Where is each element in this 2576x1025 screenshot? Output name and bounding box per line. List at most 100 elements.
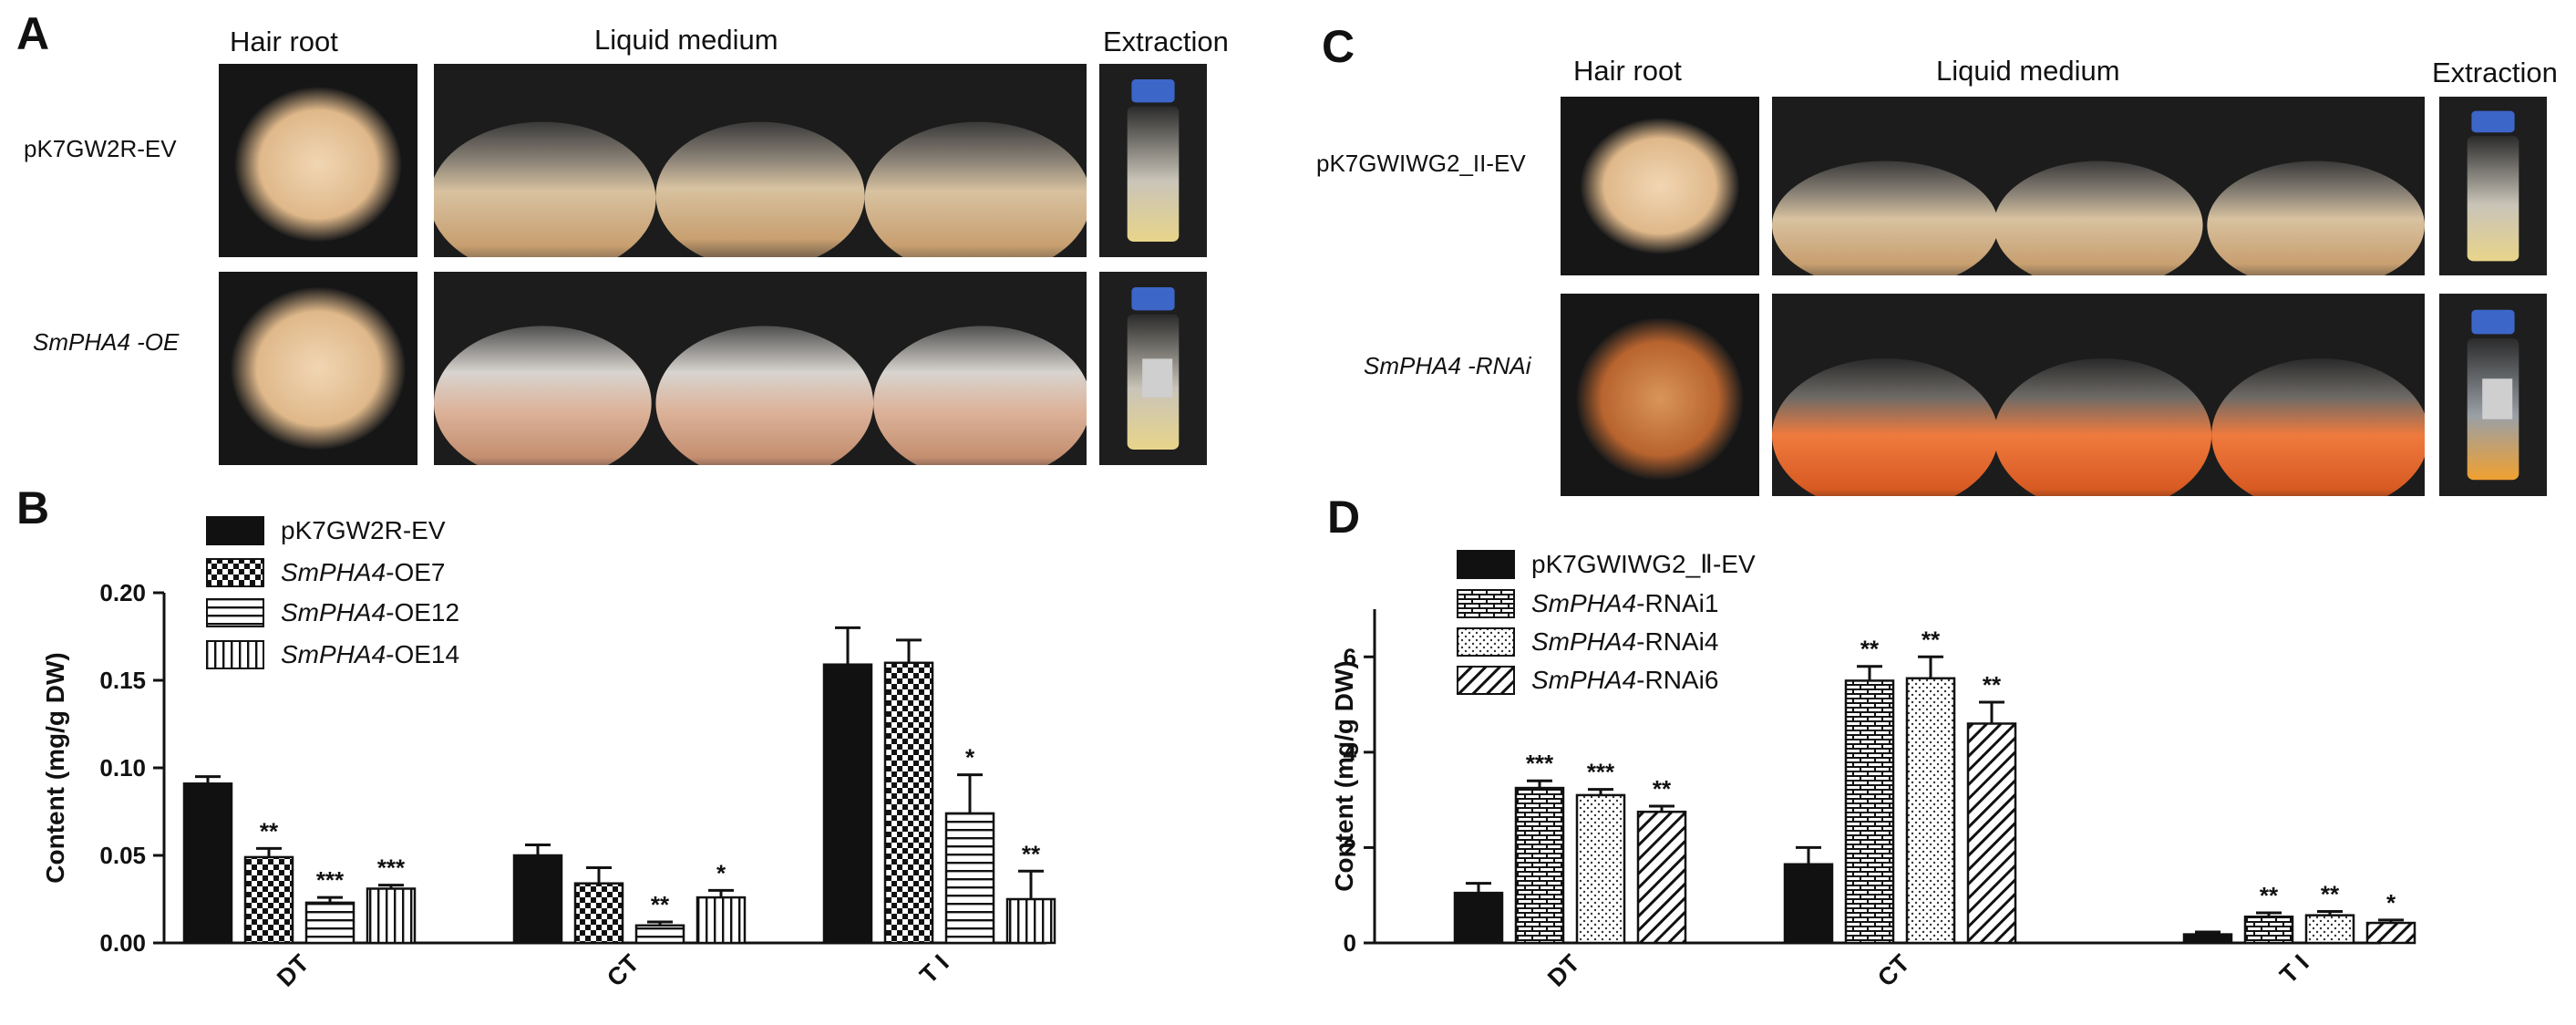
panel-c-header-extraction: Extraction [2432, 57, 2558, 88]
legend-b-0: pK7GW2R-EV [206, 516, 446, 545]
chart-b-bar-0-1 [243, 855, 294, 945]
chart-d-sig-0-2: *** [1587, 759, 1615, 786]
chart-d-bar-0-1 [1514, 786, 1565, 945]
chart-b-sig-0-2: *** [316, 866, 345, 894]
chart-d-bar-1-0 [1783, 863, 1834, 945]
photo-hair-root-ev-c [1561, 97, 1759, 275]
legend-d-swatch-3 [1457, 666, 1515, 695]
photo-hair-root-oe [219, 272, 417, 465]
panel-c-row-label-ev: pK7GWIWG2_II-EV [1316, 150, 1526, 177]
legend-d-text-1: SmPHA4-RNAi1 [1531, 589, 1719, 617]
legend-b-2: SmPHA4-OE12 [206, 598, 459, 627]
legend-b-swatch-1 [206, 558, 264, 587]
chart-b-category-label-0: DT [272, 949, 314, 992]
panel-c-header-liquid-medium: Liquid medium [1936, 55, 2120, 87]
legend-d-swatch-2 [1457, 627, 1515, 657]
chart-b-y-tick-label-4: 0.20 [99, 579, 146, 606]
panel-a-row-label-ev: pK7GW2R-EV [24, 135, 177, 162]
chart-d-y-tick-label-2: 4 [1344, 739, 1357, 766]
chart-b-y-tick-label-0: 0.00 [99, 929, 146, 957]
panel-label-a: A [16, 8, 50, 59]
legend-d-swatch-1 [1457, 589, 1515, 618]
chart-d-bar-1-3 [1966, 722, 2017, 945]
photo-liquid-medium-ev-c [1772, 97, 2425, 275]
chart-b-sig-2-3: ** [1022, 840, 1041, 867]
chart-d-bar-0-0 [1453, 891, 1504, 945]
panel-a-header-extraction: Extraction [1103, 26, 1229, 57]
legend-b-text-3: SmPHA4-OE14 [281, 640, 460, 668]
panel-a-header-liquid-medium: Liquid medium [594, 24, 778, 56]
chart-d-bar-0-2 [1575, 793, 1626, 945]
chart-b-bar-2-0 [822, 663, 873, 945]
chart-d-bar-1-2 [1905, 677, 1956, 945]
panel-label-d: D [1327, 492, 1361, 543]
legend-b-swatch-2 [206, 598, 264, 627]
chart-d-sig-0-3: ** [1653, 775, 1672, 802]
legend-d-1: SmPHA4-RNAi1 [1457, 589, 1718, 618]
chart-d-sig-2-3: * [2386, 889, 2396, 916]
legend-b-text-1: SmPHA4-OE7 [281, 558, 446, 586]
panel-label-c: C [1322, 21, 1355, 72]
panel-a-header-hair-root: Hair root [230, 26, 338, 57]
legend-d-2: SmPHA4-RNAi4 [1457, 627, 1718, 657]
legend-b-swatch-3 [206, 640, 264, 669]
legend-b-text-2: SmPHA4-OE12 [281, 598, 460, 626]
chart-b-sig-0-1: ** [260, 817, 279, 844]
photo-extraction-vial-ev [1099, 64, 1207, 257]
legend-b-text-0: pK7GW2R-EV [281, 516, 446, 544]
photo-hair-root-ev [219, 64, 417, 257]
legend-d-0: pK7GWIWG2_Ⅱ-EV [1457, 549, 1756, 579]
chart-d-bar-1-1 [1844, 679, 1895, 945]
legend-d-3: SmPHA4-RNAi6 [1457, 666, 1718, 695]
chart-b-bar-1-3 [696, 896, 747, 945]
chart-d-sig-0-1: *** [1526, 750, 1554, 777]
photo-liquid-medium-oe [434, 272, 1087, 465]
legend-b-3: SmPHA4-OE14 [206, 640, 459, 669]
chart-d-y-tick-label-0: 0 [1344, 929, 1356, 957]
chart-d-bar-2-1 [2243, 915, 2294, 945]
chart-d-y-tick-label-1: 2 [1344, 833, 1356, 861]
chart-b-sig-1-3: * [716, 859, 726, 886]
chart-d-bar-2-3 [2365, 921, 2416, 945]
chart-b-bar-1-1 [573, 882, 624, 945]
panel-c-row-label-rnai: SmPHA4 -RNAi [1364, 352, 1531, 379]
chart-b-bar-0-3 [366, 887, 417, 945]
chart-d-sig-1-3: ** [1983, 671, 2002, 699]
legend-d-swatch-0 [1457, 549, 1515, 579]
legend-d-text-2: SmPHA4-RNAi4 [1531, 627, 1719, 656]
legend-d-text-0: pK7GWIWG2_Ⅱ-EV [1531, 550, 1756, 578]
chart-d-category-label-1: CT [1872, 949, 1915, 992]
chart-b-y-tick-label-1: 0.05 [99, 842, 146, 869]
chart-b-sig-2-2: * [965, 744, 975, 771]
chart-b-bar-1-2 [634, 924, 685, 945]
panel-c-header-hair-root: Hair root [1573, 55, 1682, 87]
chart-b-sig-1-2: ** [651, 891, 670, 918]
chart-d-sig-1-2: ** [1922, 626, 1941, 653]
chart-d-sig-2-2: ** [2321, 880, 2340, 907]
photo-extraction-vial-ev-c [2439, 97, 2547, 275]
chart-b-y-axis-label: Content (mg/g DW) [41, 652, 69, 884]
panel-a-row-label-oe: SmPHA4 -OE [33, 328, 180, 356]
chart-d-y-tick-label-3: 6 [1344, 643, 1356, 670]
legend-b-1: SmPHA4-OE7 [206, 558, 446, 587]
photo-liquid-medium-ev [434, 64, 1087, 257]
chart-b-y-tick-label-3: 0.15 [99, 667, 146, 694]
chart-b-bar-1-0 [512, 854, 563, 945]
panel-label-b: B [16, 482, 50, 533]
photo-hair-root-rnai [1561, 294, 1759, 496]
chart-d-bar-2-2 [2304, 914, 2355, 945]
legend-b-swatch-0 [206, 516, 264, 545]
chart-b-sig-0-3: *** [377, 854, 406, 882]
chart-d-bar-0-3 [1636, 810, 1687, 945]
chart-b-bar-2-3 [1005, 897, 1056, 945]
chart-d-category-label-0: DT [1542, 949, 1585, 992]
chart-b-bar-2-1 [883, 661, 934, 945]
photo-extraction-vial-oe [1099, 272, 1207, 465]
chart-d-sig-2-1: ** [2260, 882, 2279, 909]
chart-d-category-label-2: T I [2274, 949, 2313, 989]
chart-d-bar-2-0 [2182, 933, 2233, 945]
chart-b-y-tick-label-2: 0.10 [99, 754, 146, 782]
photo-liquid-medium-rnai [1772, 294, 2425, 496]
chart-b-bar-0-0 [182, 782, 233, 945]
